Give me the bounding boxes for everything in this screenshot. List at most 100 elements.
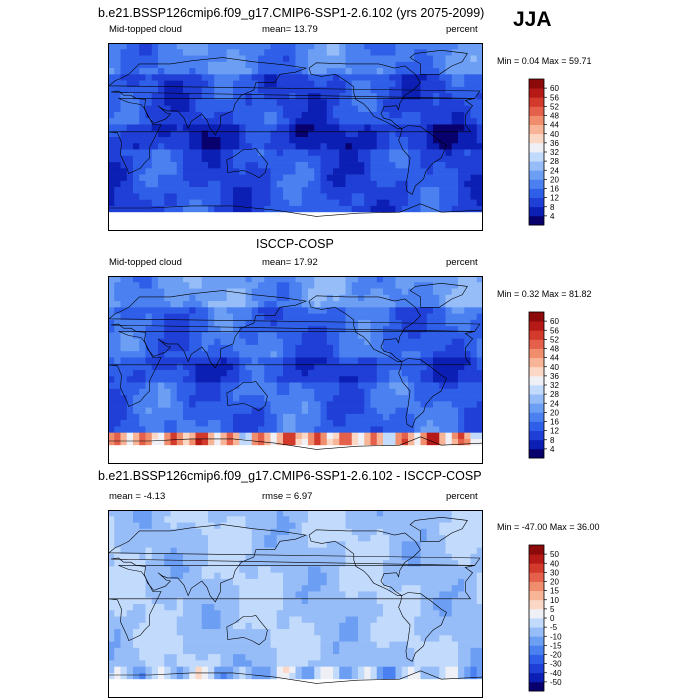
field-cell — [326, 130, 334, 138]
field-cell — [239, 641, 246, 649]
field-cell — [126, 357, 134, 365]
field-cell — [126, 61, 134, 69]
field-cell — [251, 199, 259, 207]
field-cell — [308, 432, 315, 440]
field-cell — [326, 370, 334, 377]
field-cell — [276, 420, 284, 427]
field-cell — [201, 597, 209, 605]
field-cell — [301, 401, 309, 408]
field-cell — [220, 124, 228, 132]
field-cell — [451, 276, 459, 283]
panel-3-map — [108, 510, 483, 698]
field-cell — [139, 528, 146, 536]
field-cell — [458, 376, 465, 383]
field-cell — [220, 541, 228, 548]
field-cell — [176, 43, 184, 50]
field-cell — [414, 155, 421, 163]
field-cell — [333, 276, 340, 283]
field-cell — [133, 93, 140, 100]
field-cell — [220, 629, 228, 636]
field-cell — [326, 276, 334, 283]
field-cell — [301, 672, 309, 680]
field-cell — [245, 401, 253, 408]
field-cell — [314, 578, 321, 586]
field-cell — [358, 288, 365, 296]
field-cell — [333, 187, 340, 194]
field-cell — [195, 370, 203, 377]
field-cell — [145, 180, 153, 188]
field-cell — [164, 629, 171, 636]
field-cell — [195, 326, 203, 333]
field-cell — [351, 426, 359, 433]
field-cell — [358, 137, 365, 144]
field-cell — [295, 143, 303, 150]
field-cell — [426, 111, 434, 119]
field-cell — [351, 168, 359, 175]
field-cell — [358, 635, 365, 642]
field-cell — [420, 420, 428, 427]
field-cell — [201, 313, 209, 321]
field-cell — [239, 616, 246, 624]
field-cell — [358, 616, 365, 624]
field-cell — [308, 541, 315, 548]
field-cell — [308, 510, 315, 517]
field-cell — [383, 276, 390, 283]
field-cell — [270, 426, 278, 433]
field-cell — [264, 616, 271, 624]
field-cell — [308, 137, 315, 144]
field-cell — [158, 199, 165, 207]
field-cell — [308, 162, 315, 169]
field-cell — [151, 351, 159, 358]
field-cell — [164, 528, 171, 536]
field-cell — [351, 105, 359, 113]
field-cell — [383, 401, 390, 408]
field-cell — [126, 319, 134, 327]
field-cell — [314, 395, 321, 402]
field-cell — [220, 351, 228, 358]
field-cell — [220, 105, 228, 113]
field-cell — [301, 124, 309, 132]
field-cell — [320, 168, 328, 175]
field-cell — [158, 382, 165, 390]
field-cell — [439, 74, 446, 81]
field-cell — [276, 307, 284, 314]
field-cell — [458, 43, 465, 50]
field-cell — [401, 351, 409, 358]
field-cell — [370, 187, 378, 194]
field-cell — [108, 420, 115, 427]
field-cell — [339, 137, 346, 144]
field-cell — [308, 382, 315, 390]
field-cell — [458, 319, 465, 327]
field-cell — [139, 363, 146, 371]
field-cell — [276, 93, 284, 100]
field-cell — [370, 420, 378, 427]
field-cell — [464, 382, 471, 390]
field-cell — [333, 572, 340, 580]
field-cell — [133, 510, 140, 517]
field-cell — [451, 118, 459, 125]
field-cell — [364, 313, 371, 321]
field-cell — [295, 388, 303, 396]
field-cell — [270, 420, 278, 427]
field-cell — [426, 363, 434, 371]
field-cell — [145, 49, 153, 56]
field-cell — [476, 388, 483, 396]
field-cell — [214, 666, 221, 674]
field-cell — [164, 326, 171, 333]
field-cell — [176, 137, 184, 144]
field-cell — [170, 313, 178, 321]
field-cell — [451, 49, 459, 56]
field-cell — [176, 319, 184, 327]
field-cell — [426, 420, 434, 427]
field-cell — [401, 118, 409, 125]
field-cell — [314, 622, 321, 630]
field-cell — [139, 660, 146, 667]
field-cell — [189, 124, 196, 132]
field-cell — [345, 111, 353, 119]
field-cell — [114, 426, 121, 433]
field-cell — [433, 413, 440, 421]
field-cell — [258, 313, 265, 321]
field-cell — [201, 68, 209, 75]
field-cell — [233, 535, 240, 542]
field-cell — [408, 205, 415, 213]
